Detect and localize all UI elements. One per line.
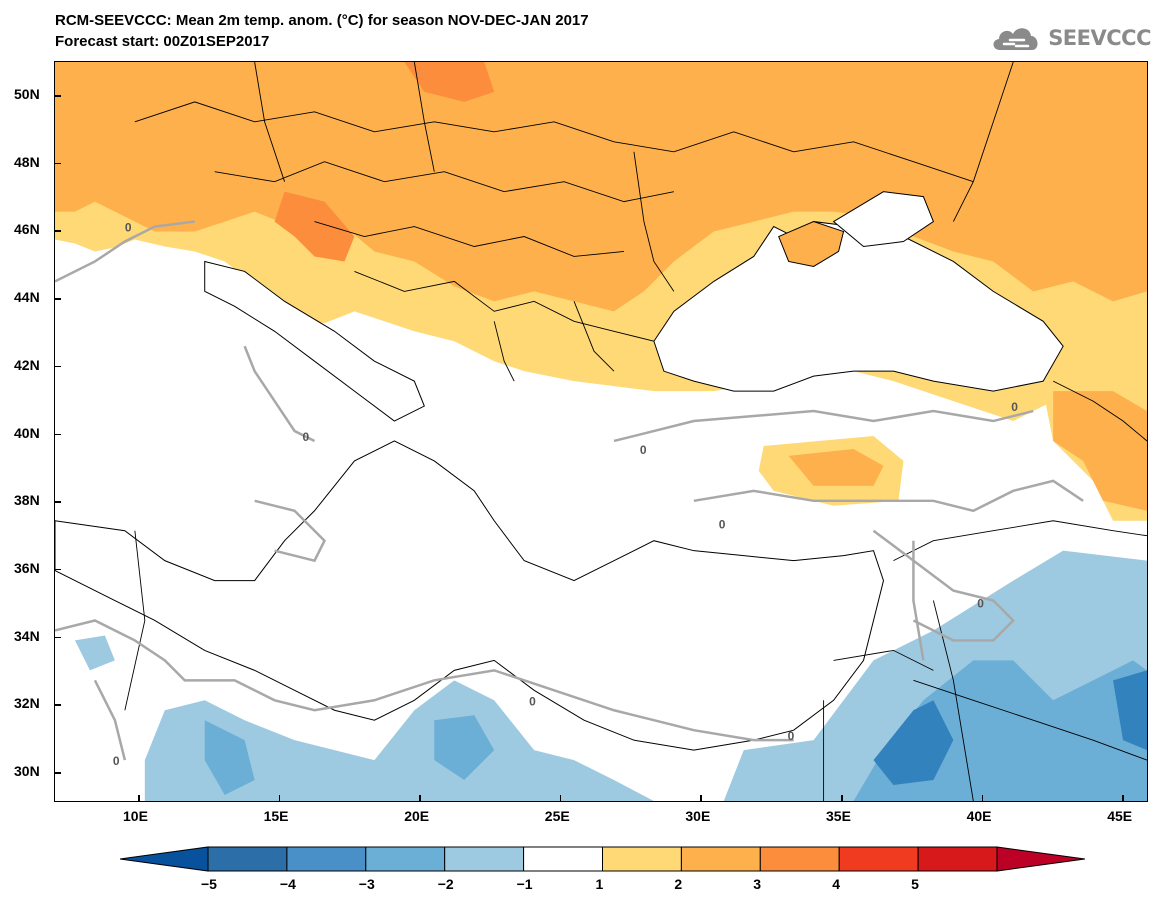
colorbar-tick-label: 4: [832, 876, 840, 892]
map-panel: 0 0 0 0 0 0 0 0 0: [54, 61, 1148, 802]
black-sea: [653, 221, 1064, 392]
longitude-tick: [138, 795, 140, 802]
contour-label: 0: [303, 430, 310, 444]
longitude-tick: [559, 795, 562, 802]
country-borders: [124, 62, 1147, 801]
latitude-tick: [54, 162, 61, 165]
latitude-tick: [54, 298, 61, 300]
colorbar-swatch: [523, 846, 604, 872]
colorbar-tick-label: −4: [279, 876, 296, 892]
longitude-tick: [278, 795, 281, 802]
latitude-label: 36N: [14, 559, 40, 576]
forecast-start-subtitle: Forecast start: 00Z01SEP2017: [55, 33, 270, 50]
longitude-label: 30E: [685, 808, 711, 824]
seevccc-logo: SEEVCCC: [990, 22, 1151, 54]
colorbar-swatch: [917, 846, 998, 872]
colorbar-tick-label: −2: [437, 876, 454, 892]
latitude-tick: [54, 704, 61, 706]
cold-anomaly-zone: [74, 635, 115, 671]
colorbar: [120, 846, 1085, 872]
contour-label: 0: [125, 221, 132, 235]
cloud-icon: [993, 28, 1038, 50]
cold-anomaly-zone: [1113, 670, 1147, 751]
latitude-label: 32N: [14, 695, 40, 712]
longitude-label: 25E: [544, 808, 570, 824]
contour-label: 0: [719, 518, 726, 532]
colorbar-swatch: [207, 846, 288, 872]
chart-title: RCM-SEEVCCC: Mean 2m temp. anom. (°C) fo…: [55, 12, 589, 29]
colorbar-max-arrow: [996, 846, 1085, 872]
latitude-label: 38N: [14, 492, 40, 509]
latitude-tick: [54, 433, 61, 435]
longitude-label: 40E: [966, 808, 992, 824]
longitude-tick: [1122, 795, 1124, 802]
colorbar-tick-label: 1: [595, 876, 604, 892]
latitude-label: 30N: [14, 763, 40, 779]
longitude-label: 20E: [404, 808, 430, 824]
longitude-label: 35E: [826, 808, 851, 824]
cold-anomaly-zone: [434, 715, 495, 781]
latitude-tick: [54, 365, 61, 368]
colorbar-swatch: [759, 846, 840, 872]
latitude-label: 50N: [14, 86, 40, 102]
colorbar-swatch: [365, 846, 446, 872]
crimea: [778, 221, 845, 267]
warm-anomaly-zone: [55, 62, 1147, 312]
contour-label: 0: [788, 729, 795, 743]
contour-label: 0: [113, 754, 120, 768]
latitude-tick: [54, 95, 61, 97]
colorbar-tick-label: 5: [911, 876, 919, 892]
colorbar-swatch: [602, 846, 682, 872]
latitude-label: 48N: [14, 153, 40, 170]
longitude-label: 10E: [123, 808, 148, 824]
longitude-label: 45E: [1107, 808, 1133, 824]
longitude-tick: [841, 795, 843, 802]
colorbar-tick-label: −3: [358, 876, 375, 892]
cold-anomaly-zone: [204, 720, 255, 796]
latitude-label: 46N: [14, 221, 40, 238]
latitude-tick: [54, 636, 61, 639]
contour-label: 0: [1011, 400, 1018, 414]
cold-anomaly-zone: [144, 680, 654, 801]
anomaly-map: 0 0 0 0 0 0 0 0 0: [55, 62, 1147, 801]
cold-anomaly-zone: [873, 700, 954, 786]
longitude-tick: [981, 795, 984, 802]
logo-text: SEEVCCC: [1048, 26, 1151, 50]
longitude-label: 15E: [263, 808, 289, 824]
contour-label: 0: [529, 694, 536, 708]
colorbar-swatch: [444, 846, 525, 872]
mediterranean-sea: [55, 440, 885, 751]
latitude-tick: [54, 772, 61, 774]
sea-of-azov: [832, 191, 935, 248]
longitude-tick: [700, 795, 702, 802]
warm-anomaly-zone: [404, 62, 495, 102]
longitude-tick: [419, 795, 421, 802]
colorbar-tick-label: −5: [201, 876, 217, 892]
colorbar-swatch: [838, 846, 919, 872]
contour-label: 0: [977, 597, 984, 611]
latitude-tick: [54, 230, 61, 232]
colorbar-swatch: [286, 846, 367, 872]
zero-contours: [55, 220, 1084, 761]
warm-anomaly-zone: [274, 191, 355, 262]
colorbar-tick-label: −1: [516, 876, 533, 892]
colorbar-tick-label: 2: [674, 876, 683, 892]
contour-labels: 0 0 0 0 0 0 0 0 0: [113, 221, 1018, 769]
latitude-tick: [54, 501, 61, 503]
colorbar-tick-label: 3: [753, 876, 762, 892]
latitude-label: 34N: [14, 627, 40, 644]
colorbar-swatch: [680, 846, 761, 872]
latitude-label: 42N: [14, 356, 40, 373]
latitude-tick: [54, 568, 61, 571]
adriatic-sea: [204, 260, 425, 422]
latitude-label: 40N: [14, 424, 40, 441]
contour-label: 0: [640, 443, 647, 457]
warm-anomaly-zone: [788, 448, 884, 486]
colorbar-min-arrow: [120, 846, 209, 872]
latitude-label: 44N: [14, 289, 40, 306]
